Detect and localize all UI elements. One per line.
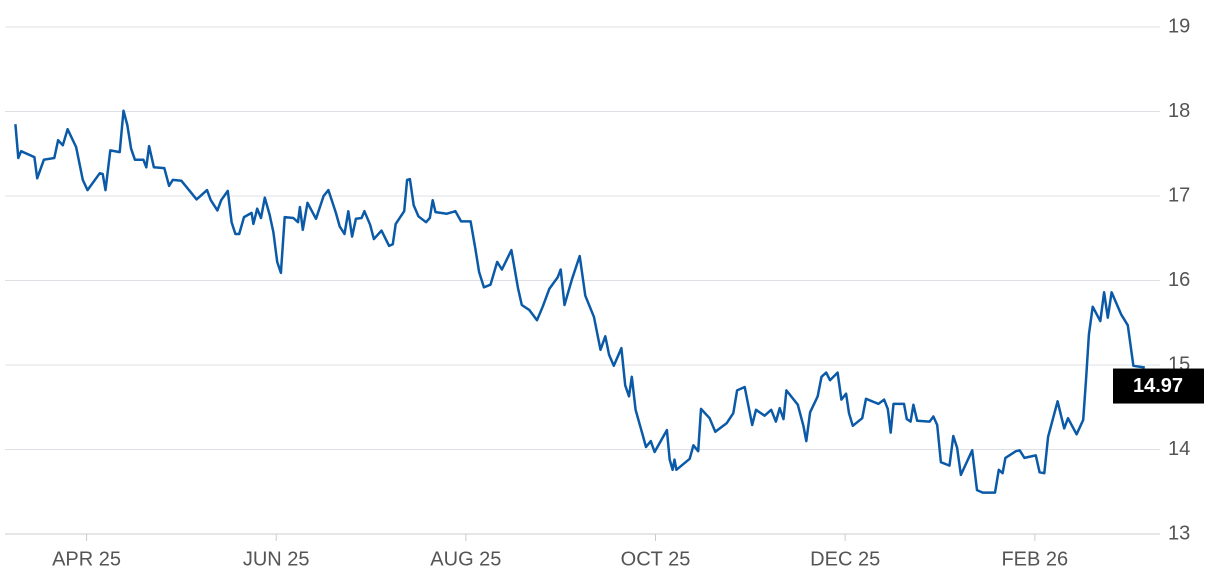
y-tick-label: 13 — [1168, 522, 1190, 544]
x-tick-label: FEB 26 — [1001, 548, 1068, 570]
x-tick-label: OCT 25 — [621, 548, 691, 570]
x-tick-label: APR 25 — [52, 548, 121, 570]
x-tick-label: JUN 25 — [243, 548, 310, 570]
y-tick-label: 17 — [1168, 184, 1190, 206]
last-value-label: 14.97 — [1133, 375, 1183, 397]
last-value-box — [1113, 368, 1204, 404]
y-tick-label: 16 — [1168, 269, 1190, 291]
y-tick-label: 14 — [1168, 438, 1190, 460]
x-tick-label: AUG 25 — [430, 548, 501, 570]
price-line — [14, 109, 1145, 494]
x-tick-label: DEC 25 — [810, 548, 880, 570]
y-tick-label: 19 — [1168, 15, 1190, 37]
y-tick-label: 18 — [1168, 100, 1190, 122]
